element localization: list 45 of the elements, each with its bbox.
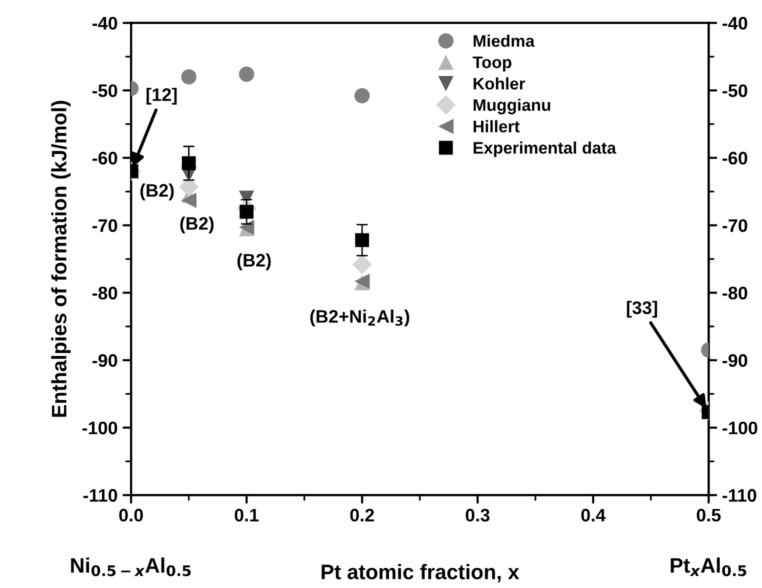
x-axis-title: Pt atomic fraction, x [322,564,520,582]
legend-label: Muggianu [474,98,550,114]
y2-tick-label: -40 [722,16,748,30]
y2-tick-label: -110 [722,489,756,502]
point [179,177,199,197]
point [354,88,370,104]
annotation: (B2+Ni$_{2}$Al$_{3}$) [310,310,410,326]
annotation: (B2) [237,253,271,270]
y2-tick-label: -90 [722,354,748,367]
legend-label: Hillert [474,120,520,132]
legend-label: Toop [472,56,512,72]
x-tick-label: 0.0 [119,508,143,522]
y-tick-label: -100 [82,422,118,434]
y-tick-label: -90 [92,354,118,367]
annotation: [12] [146,88,177,105]
x-tick-label: 0.2 [350,508,374,522]
point [181,69,196,85]
y-tick-label: -40 [92,16,118,30]
x-tick-label: 0.5 [696,508,721,522]
x-tick-label: 0.3 [466,508,490,522]
annotation: (B2) [140,184,174,200]
y-axis-title: Enthalpies of formation (kJ/mol) [51,100,71,417]
annotation: [33] [626,300,658,318]
y2-tick-label: -100 [722,422,758,434]
text: Ni$_{0.5−x}$Al$_{0.5}$ [71,557,191,576]
x-tick-label: 0.1 [234,508,259,522]
y-tick-label: -60 [92,152,118,165]
y2-tick-label: -80 [722,286,748,300]
point [238,66,254,82]
point [352,254,372,274]
y2-tick-label: -60 [722,152,748,165]
point [355,233,370,248]
y-tick-label: -80 [92,286,118,300]
point [181,192,196,208]
y2-tick-label: -50 [722,84,748,98]
legend-label: Kohler [474,77,526,90]
y-tick-label: -50 [92,84,118,98]
legend-label: Experimental data [474,142,616,158]
text: Pt$_{x}$Al$_{0.5}$ [670,557,746,576]
x-tick-label: 0.4 [581,508,606,522]
annotation: (B2) [180,216,214,234]
y-tick-label: -110 [83,489,118,502]
y-tick-label: -70 [92,219,118,232]
y2-tick-label: -70 [722,219,748,232]
legend-label: Miedma [474,34,535,47]
